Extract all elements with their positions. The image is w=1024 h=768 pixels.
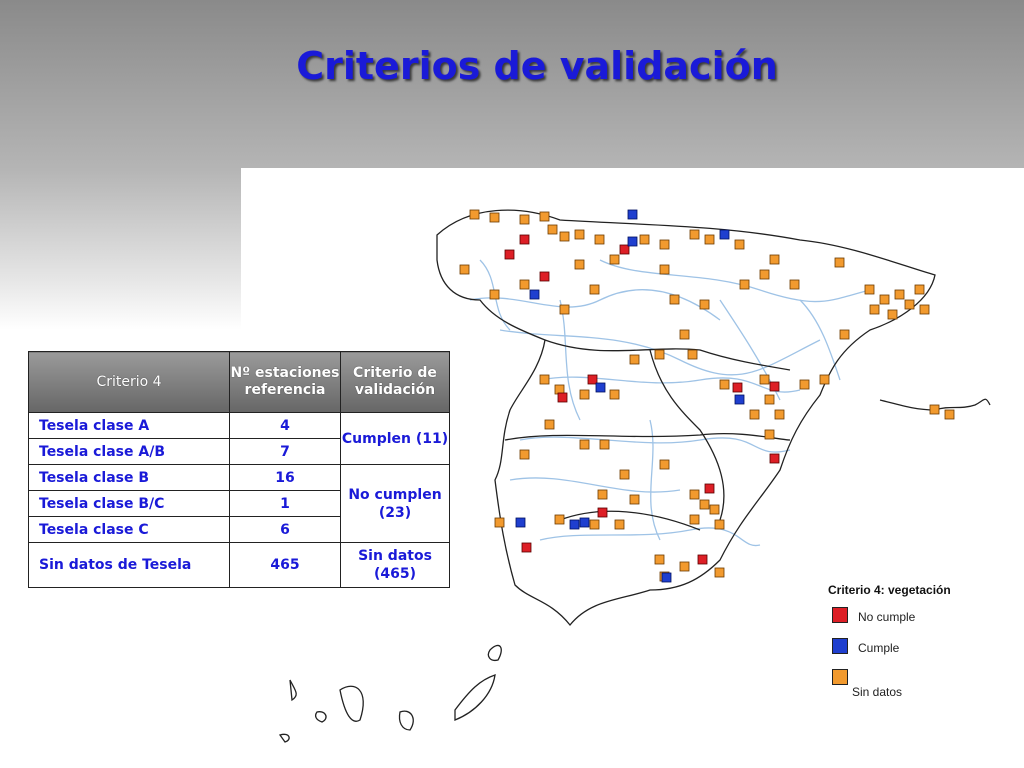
row-label: Tesela clase C	[28, 516, 230, 543]
criteria-table: Criterio 4 Nº estaciones referencia Crit…	[28, 351, 450, 588]
table-row: Tesela clase A/B 7	[28, 438, 450, 465]
legend-label: Cumple	[858, 641, 900, 655]
group-sin-datos: Sin datos (465)	[340, 542, 450, 588]
header-estaciones: Nº estaciones referencia	[229, 351, 341, 413]
header-validacion: Criterio de validación	[340, 351, 450, 413]
row-count: 7	[229, 438, 341, 465]
legend-swatch-orange	[832, 669, 848, 685]
table-row: Sin datos de Tesela 465 Sin datos (465)	[28, 542, 450, 588]
table-row: Tesela clase B 16 No cumplen (23)	[28, 464, 450, 543]
slide-title: Criterios de validación	[296, 44, 778, 88]
group-no-cumplen: No cumplen (23)	[340, 464, 450, 543]
row-count: 1	[229, 490, 341, 517]
legend-label: Sin datos	[852, 685, 903, 699]
row-count: 465	[229, 542, 341, 588]
map-legend: Criterio 4: vegetación No cumple Cumple …	[828, 583, 951, 700]
table-row: Tesela clase A 4 Cumplen (11)	[28, 412, 450, 465]
table-row: Tesela clase C 6	[28, 516, 450, 543]
row-label: Sin datos de Tesela	[28, 542, 230, 588]
legend-item-no-cumple: No cumple	[828, 607, 951, 638]
station-markers-no-cumple	[504, 234, 780, 565]
legend-label: No cumple	[858, 610, 916, 624]
legend-swatch-red	[832, 607, 848, 623]
legend-title: Criterio 4: vegetación	[828, 583, 951, 597]
map-borders	[278, 209, 991, 743]
row-count: 6	[229, 516, 341, 543]
row-count: 16	[229, 464, 341, 491]
legend-item-sin-datos: Sin datos	[828, 669, 951, 700]
row-label: Tesela clase B/C	[28, 490, 230, 517]
header-criterio: Criterio 4	[28, 351, 230, 413]
legend-swatch-blue	[832, 638, 848, 654]
row-label: Tesela clase A	[28, 412, 230, 439]
row-count: 4	[229, 412, 341, 439]
group-cumplen: Cumplen (11)	[340, 412, 450, 465]
legend-item-cumple: Cumple	[828, 638, 951, 669]
spain-map	[278, 209, 991, 743]
row-label: Tesela clase B	[28, 464, 230, 491]
station-markers-cumple	[515, 209, 745, 583]
row-label: Tesela clase A/B	[28, 438, 230, 465]
table-header-row: Criterio 4 Nº estaciones referencia Crit…	[28, 351, 450, 413]
station-markers-sin-datos	[459, 209, 955, 582]
